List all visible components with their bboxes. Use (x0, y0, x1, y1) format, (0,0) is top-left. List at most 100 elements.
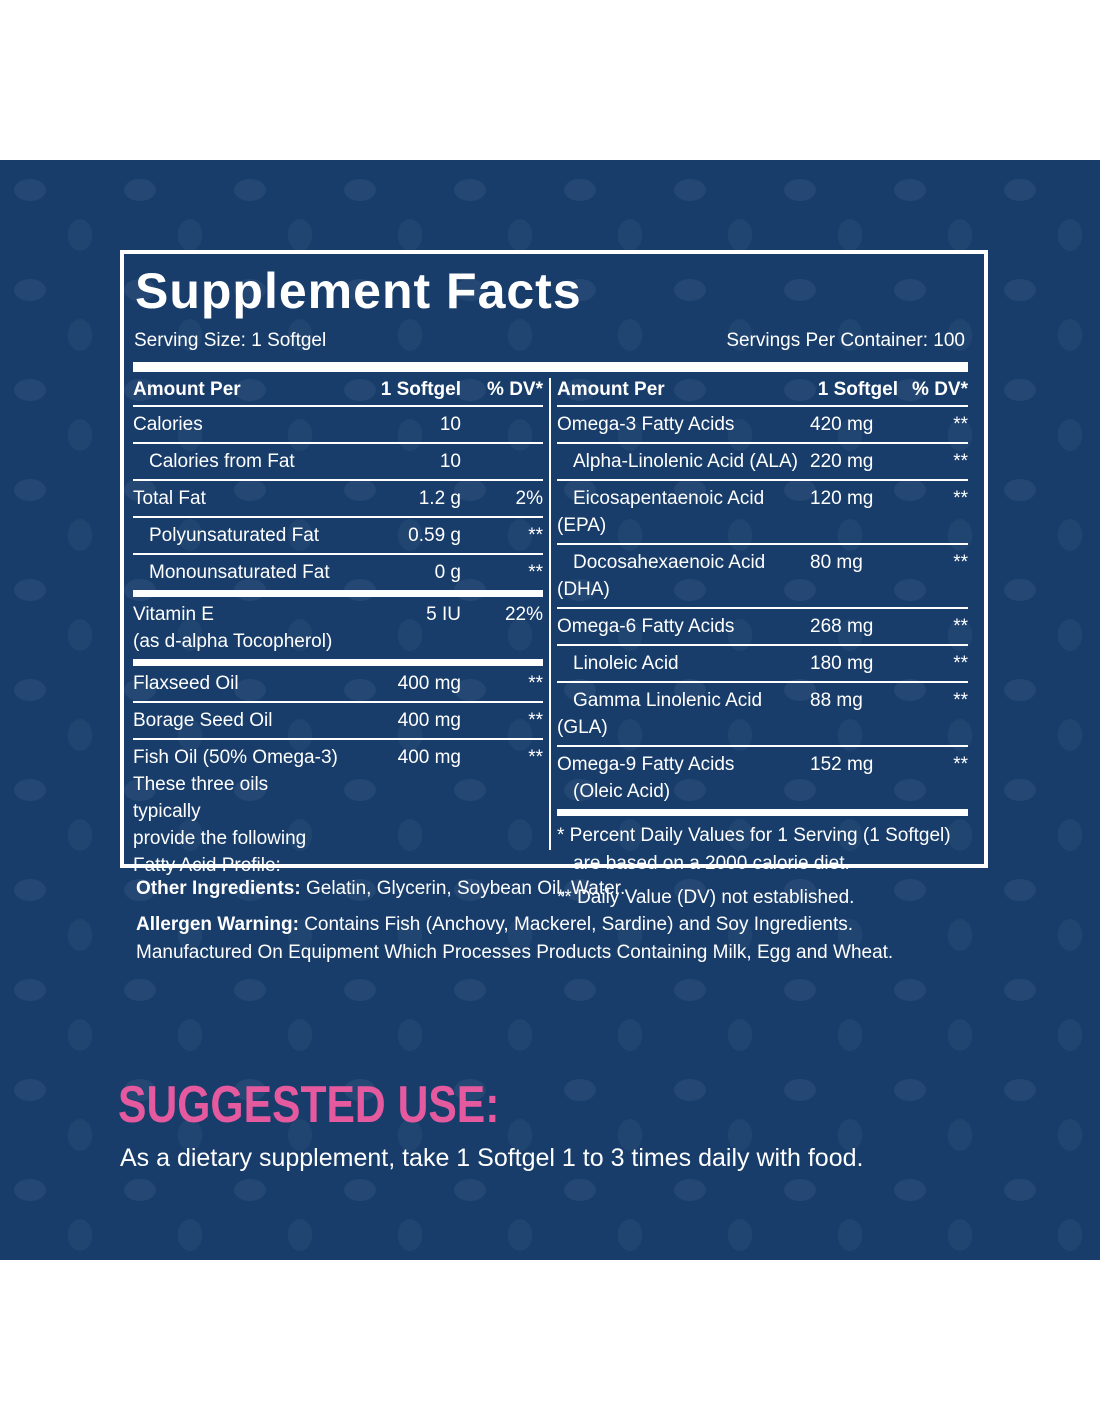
nutrient-name: Gamma Linolenic Acid (GLA) (557, 690, 763, 738)
header-cell: 1 Softgel (380, 379, 461, 400)
nutrient-name: Vitamin E (133, 604, 214, 625)
footnote: ** Daily Value (DV) not established. (557, 884, 968, 912)
nutrient-name: Flaxseed Oil (133, 673, 239, 694)
header-cell: % DV* (912, 379, 968, 400)
amount: 420 mg (810, 414, 874, 435)
amount: 80 mg (810, 552, 863, 573)
nutrient-note: (as d-alpha Tocopherol) (133, 631, 333, 652)
nutrient: Omega-3 Fatty Acids (557, 411, 810, 438)
nutrient: Borage Seed Oil (133, 707, 341, 734)
daily-value: ** (528, 673, 543, 694)
nutrient: Fish Oil (50% Omega-3) These three oils t… (133, 744, 341, 879)
amount: 0 g (434, 562, 461, 583)
daily-value-empty (461, 411, 543, 438)
nutrient: Monounsaturated Fat (133, 559, 341, 586)
nutrient: Polyunsaturated Fat (133, 522, 341, 549)
text: Gelatin, Glycerin, Soybean Oil, Water. (305, 878, 626, 899)
ingredients-info: Other Ingredients: Gelatin, Glycerin, So… (136, 875, 893, 967)
thick-bar (133, 362, 968, 372)
amount: 1.2 g (418, 488, 461, 509)
header-row: Amount Per 1 Softgel % DV* (557, 376, 968, 407)
servings-per-container: Servings Per Container: 100 (726, 330, 965, 351)
nutrient-name: Borage Seed Oil (133, 710, 273, 731)
nutrient: Calories from Fat (133, 448, 341, 475)
table-row: Polyunsaturated Fat 0.59 g ** (133, 518, 543, 555)
nutrient: Omega-9 Fatty Acids (Oleic Acid) (557, 751, 810, 805)
other-ingredients: Other Ingredients: Gelatin, Glycerin, So… (136, 875, 893, 903)
daily-value: ** (528, 710, 543, 731)
nutrient: Gamma Linolenic Acid (GLA) (557, 687, 810, 741)
nutrient-name: Omega-9 Fatty Acids (557, 754, 735, 775)
nutrient-name: Omega-3 Fatty Acids (557, 414, 735, 435)
text: Contains Fish (Anchovy, Mackerel, Sardin… (304, 914, 854, 935)
amount: 152 mg (810, 754, 874, 775)
amount: 10 (439, 451, 461, 472)
daily-value: ** (953, 653, 968, 674)
nutrient-name: Fish Oil (50% Omega-3) (133, 747, 338, 768)
left-table: Amount Per 1 Softgel% DV* Calories 10 Calori… (133, 376, 543, 883)
allergen-line: Manufactured On Equipment Which Processe… (136, 942, 894, 963)
footnote-line: are based on a 2000 calorie diet. (573, 853, 850, 874)
nutrient: Docosahexaenoic Acid (DHA) (557, 549, 810, 603)
daily-value: 2% (515, 488, 543, 509)
nutrient-name: Linoleic Acid (573, 653, 679, 674)
nutrient-name: Alpha-Linolenic Acid (ALA) (573, 451, 798, 472)
table-row: Gamma Linolenic Acid (GLA) 88 mg ** (557, 683, 968, 747)
facts-title: Supplement Facts (135, 263, 582, 319)
table-row: Docosahexaenoic Acid (DHA) 80 mg ** (557, 545, 968, 609)
table-row: Calories 10 (133, 407, 543, 444)
daily-value: ** (528, 525, 543, 546)
nutrient: Calories (133, 411, 341, 438)
daily-value: ** (953, 488, 968, 509)
table-row: Eicosapentaenoic Acid (EPA) 120 mg ** (557, 481, 968, 545)
nutrient: Total Fat (133, 485, 341, 512)
nutrient: Vitamin E (as d-alpha Tocopherol) (133, 601, 341, 655)
table-row: Borage Seed Oil 400 mg ** (133, 703, 543, 740)
table-row: Calories from Fat 10 (133, 444, 543, 481)
nutrient-note: These three oils typically (133, 774, 269, 822)
nutrient-note: (Oleic Acid) (573, 781, 671, 802)
nutrient-name: Eicosapentaenoic Acid (EPA) (557, 488, 765, 536)
label: Allergen Warning: (136, 914, 299, 935)
serving-size: Serving Size: 1 Softgel (134, 330, 327, 351)
daily-value: ** (953, 754, 968, 775)
amount: 268 mg (810, 616, 874, 637)
nutrient-name: Docosahexaenoic Acid (DHA) (557, 552, 766, 600)
table-row: Alpha-Linolenic Acid (ALA) 220 mg ** (557, 444, 968, 481)
header-cell: 1 Softgel (817, 379, 898, 400)
header-cell: Amount Per (557, 379, 665, 400)
nutrient: Flaxseed Oil (133, 670, 341, 697)
nutrient-name: Omega-6 Fatty Acids (557, 616, 735, 637)
daily-value: ** (528, 562, 543, 583)
column-divider (549, 378, 551, 850)
nutrient-note: provide the following Fatty Acid Profile… (133, 828, 307, 876)
nutrient-name: Polyunsaturated Fat (149, 525, 320, 546)
nutrient: Omega-6 Fatty Acids (557, 613, 810, 640)
daily-value: ** (953, 414, 968, 435)
amount: 120 mg (810, 488, 874, 509)
daily-value: ** (953, 552, 968, 573)
table-row: Monounsaturated Fat 0 g ** (133, 555, 543, 597)
amount: 0.59 g (408, 525, 461, 546)
right-table: Amount Per 1 Softgel % DV* Omega-3 Fatty Ac… (557, 376, 968, 912)
footnote-line: ** Daily Value (DV) not established. (557, 887, 855, 908)
table-row: Omega-6 Fatty Acids 268 mg ** (557, 609, 968, 646)
daily-value: ** (953, 451, 968, 472)
table-row: Flaxseed Oil 400 mg ** (133, 666, 543, 703)
suggested-use-title: SUGGESTED USE: (118, 1076, 500, 1134)
table-row: Omega-9 Fatty Acids (Oleic Acid) 152 mg ** (557, 747, 968, 816)
amount: 10 (439, 414, 461, 435)
footnote: * Percent Daily Values for 1 Serving (1 … (557, 822, 968, 878)
daily-value: ** (953, 690, 968, 711)
table-row: Omega-3 Fatty Acids 420 mg ** (557, 407, 968, 444)
amount: 220 mg (810, 451, 874, 472)
amount: 400 mg (397, 710, 461, 731)
daily-value: ** (528, 747, 543, 768)
allergen-warning: Allergen Warning: Contains Fish (Anchovy… (136, 911, 893, 939)
daily-value: 22% (504, 604, 543, 625)
suggested-use-text: As a dietary supplement, take 1 Softgel … (120, 1144, 864, 1172)
label: Other Ingredients: (136, 878, 301, 899)
amount: 400 mg (397, 673, 461, 694)
